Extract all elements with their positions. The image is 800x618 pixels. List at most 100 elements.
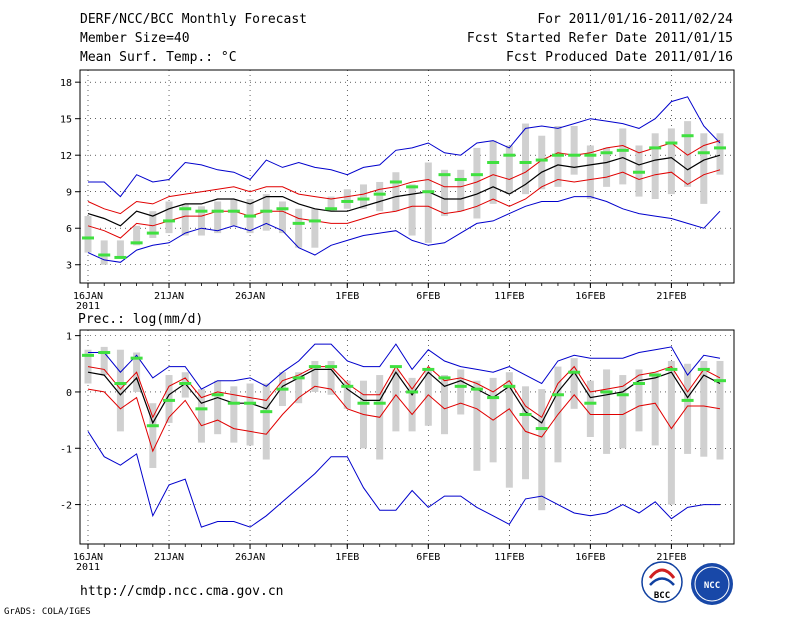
series-line-spread-lower	[87, 385, 721, 453]
spread-box	[392, 369, 400, 432]
spread-box	[230, 386, 238, 443]
spread-box	[570, 358, 578, 409]
series-line-minimum	[87, 431, 720, 528]
member-size: Member Size=40	[80, 31, 190, 46]
x-tick-label: 1FEB	[335, 291, 359, 302]
spread-box	[100, 346, 108, 376]
spread-box	[295, 372, 303, 404]
spread-box	[522, 123, 530, 195]
source-url[interactable]: http://cmdp.ncc.cma.gov.cn	[80, 584, 284, 599]
spread-box	[505, 145, 513, 195]
forecast-period: For 2011/01/16-2011/02/24	[537, 12, 733, 27]
spread-box	[214, 201, 222, 234]
series-line-maximum	[88, 343, 721, 390]
spread-box	[457, 369, 465, 415]
x-tick-label: 16JAN	[73, 291, 103, 302]
y-tick-label: 15	[60, 115, 72, 126]
series-line-maximum	[88, 96, 721, 198]
spread-box	[586, 380, 594, 437]
spread-box	[651, 372, 659, 446]
spread-box	[505, 372, 513, 488]
spread-box	[133, 225, 141, 246]
series-line-spread-upper	[87, 365, 721, 419]
x-tick-label: 6FEB	[416, 291, 440, 302]
x-tick-label: 16FEB	[575, 552, 605, 563]
spread-box	[603, 369, 611, 454]
spread-box	[343, 380, 351, 409]
spread-box	[327, 360, 335, 395]
x-tick-label: 16JAN	[73, 552, 103, 563]
series-line-minimum	[87, 196, 721, 263]
bcc-logo-text: BCC	[654, 591, 670, 601]
spread-box	[408, 184, 416, 236]
spread-box	[603, 147, 611, 187]
x-tick-label: 26JAN	[235, 552, 265, 563]
spread-box	[522, 386, 530, 480]
series-line-spread-upper	[87, 140, 721, 215]
spread-box	[619, 375, 627, 449]
spread-box	[246, 383, 254, 446]
spread-box	[684, 363, 692, 454]
spread-box	[311, 208, 319, 248]
spread-box	[538, 389, 546, 511]
spread-box	[214, 380, 222, 435]
spread-box	[392, 172, 400, 212]
spread-box	[116, 349, 124, 432]
y-tick-label: 18	[60, 78, 72, 89]
plot-frame	[79, 69, 735, 284]
y-tick-label: 6	[66, 224, 72, 235]
spread-box	[311, 360, 319, 392]
spread-box	[343, 189, 351, 209]
spread-box	[667, 128, 675, 195]
spread-box	[489, 140, 497, 204]
spread-box	[619, 128, 627, 185]
grads-credit: GrADS: COLA/IGES	[4, 607, 91, 617]
spread-box	[667, 360, 675, 505]
spread-box	[635, 369, 643, 432]
temperature-panel: 3 6 9 12 15 18 16JAN 21JAN 26JAN 1FEB 6FEB 11FEB 16F…	[60, 69, 735, 312]
precip-panel-title: Prec.: log(mm/d)	[78, 312, 203, 327]
spread-box	[538, 135, 546, 190]
fcst-produced-date: Fcst Produced Date 2011/01/16	[506, 50, 733, 65]
spread-box	[181, 203, 189, 236]
x-tick-label: 21FEB	[656, 552, 686, 563]
x-tick-label: 21JAN	[154, 291, 184, 302]
spread-box	[700, 360, 708, 457]
spread-box	[149, 211, 157, 238]
y-tick-label: 1	[66, 332, 72, 343]
x-tick-label: 21FEB	[656, 291, 686, 302]
spread-box	[376, 181, 384, 212]
spread-box	[441, 375, 449, 435]
x-tick-label: 1FEB	[335, 552, 359, 563]
series-line-ensemble-mean	[87, 368, 721, 425]
spread-box	[197, 206, 205, 236]
spread-box	[457, 169, 465, 212]
spread-box	[684, 121, 692, 187]
y-tick-label: 12	[60, 151, 72, 162]
figure-title: DERF/NCC/BCC Monthly Forecast	[80, 12, 307, 27]
spread-box	[84, 216, 92, 253]
variable-label: Mean Surf. Temp.: °C	[80, 50, 237, 65]
y-tick-label: 0	[66, 388, 72, 399]
y-tick-label: -1	[60, 444, 72, 455]
spread-box	[149, 403, 157, 468]
year-label: 2011	[76, 562, 100, 573]
spread-box	[327, 196, 335, 212]
spread-box	[441, 169, 449, 217]
spread-box	[716, 133, 724, 175]
series-line-ensemble-mean	[87, 154, 721, 227]
spread-box	[570, 125, 578, 175]
spread-box	[716, 360, 724, 460]
x-tick-label: 11FEB	[494, 291, 524, 302]
bcc-logo: BCC	[641, 561, 683, 603]
spread-box	[197, 389, 205, 443]
spread-box	[116, 240, 124, 258]
x-tick-label: 11FEB	[494, 552, 524, 563]
x-tick-label: 26JAN	[235, 291, 265, 302]
spread-box	[100, 240, 108, 265]
spread-box	[473, 147, 481, 219]
spread-box	[262, 383, 270, 460]
ncc-logo-text: NCC	[704, 581, 720, 591]
x-tick-label: 6FEB	[416, 552, 440, 563]
